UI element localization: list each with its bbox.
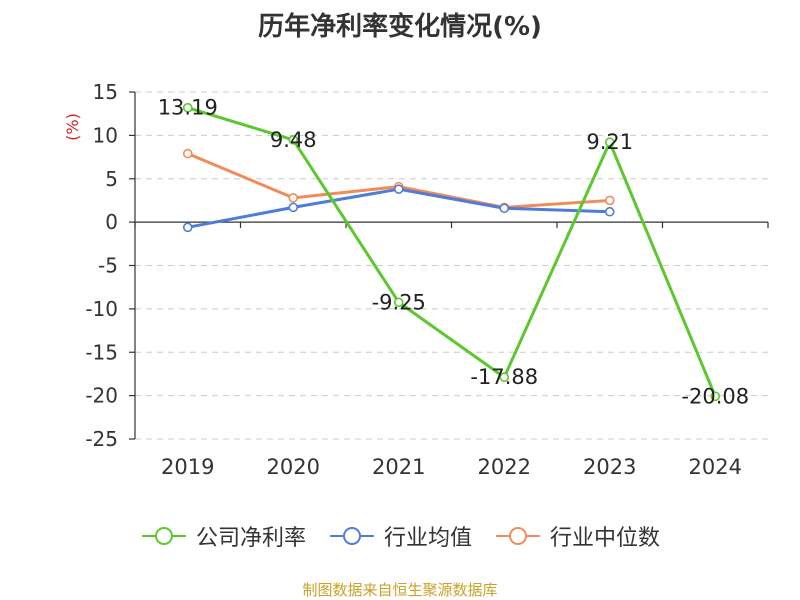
chart-title: 历年净利率变化情况(%) — [258, 12, 542, 42]
axes: 15 10 5 0 -5 -10 -15 -20 -25 2019 2020 2021 2022 2023… — [63, 80, 769, 479]
legend-item[interactable]: 行业中位数 — [494, 520, 660, 552]
data-point — [288, 193, 299, 203]
data-label: -17.88 — [470, 365, 538, 389]
y-tick-label: -20 — [85, 384, 118, 408]
legend: 公司净利率 行业均值 行业中位数 — [0, 520, 800, 552]
y-tick-label: -5 — [98, 254, 118, 278]
y-tick-label: -10 — [85, 297, 118, 321]
legend-marker-icon — [329, 527, 374, 545]
data-labels: 13.19 9.48 -9.25 -17.88 9.21 -20.08 — [158, 96, 749, 409]
y-tick-label: 10 — [93, 123, 118, 147]
x-tick-label: 2022 — [478, 455, 531, 479]
data-point — [182, 102, 193, 113]
y-tick-label: -15 — [85, 340, 118, 364]
series-line — [187, 106, 717, 397]
grid-lines — [135, 91, 768, 440]
y-tick-label: 15 — [93, 80, 118, 104]
data-point — [604, 137, 615, 148]
series-line — [187, 152, 610, 209]
x-tick-label: 2023 — [583, 455, 636, 479]
legend-label: 行业均值 — [383, 526, 472, 551]
data-point — [710, 391, 721, 402]
legend-item[interactable]: 行业均值 — [328, 520, 472, 552]
y-axis-label: (%) — [63, 113, 82, 141]
legend-label: 行业中位数 — [550, 526, 661, 551]
data-point — [393, 184, 404, 194]
legend-item[interactable]: 公司净利率 — [140, 520, 306, 552]
data-label: -20.08 — [681, 384, 749, 408]
series-lines — [182, 102, 721, 402]
data-label: -9.25 — [372, 290, 426, 314]
data-point — [393, 297, 404, 308]
data-label: 9.21 — [586, 130, 633, 154]
legend-marker-icon — [496, 527, 540, 545]
y-tick-label: 0 — [105, 210, 118, 234]
x-tick-label: 2021 — [372, 455, 425, 479]
data-point — [288, 202, 299, 213]
source-note: 制图数据来自恒生聚源数据库 — [302, 581, 498, 599]
data-label: 9.48 — [270, 128, 317, 152]
data-label: 13.19 — [158, 96, 218, 120]
data-point — [288, 135, 299, 145]
x-tick-label: 2024 — [689, 455, 742, 479]
y-tick-label: -25 — [85, 427, 118, 451]
legend-marker-icon — [141, 527, 186, 545]
y-tick-label: 5 — [105, 167, 118, 191]
x-tick-label: 2019 — [161, 455, 214, 479]
legend-label: 公司净利率 — [195, 526, 306, 551]
data-point — [499, 372, 510, 383]
data-point — [182, 222, 193, 233]
data-point — [182, 148, 193, 159]
data-point — [604, 206, 615, 217]
data-point — [499, 203, 510, 214]
x-tick-label: 2020 — [267, 455, 320, 479]
data-point — [604, 195, 615, 206]
